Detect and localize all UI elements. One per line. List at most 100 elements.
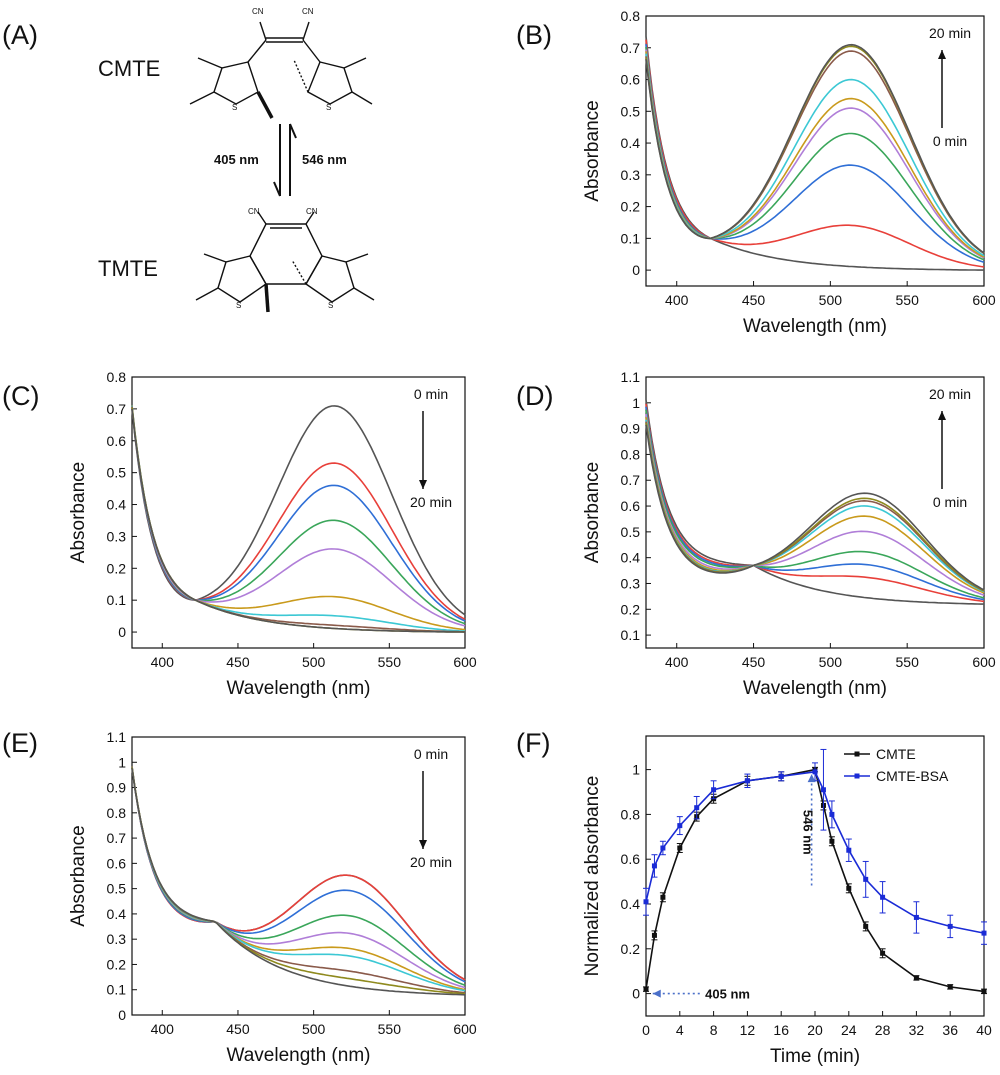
x-tick-label: 4: [676, 1022, 684, 1038]
spectrum-curve-10: [645, 424, 985, 591]
y-tick-label: 0.6: [107, 433, 127, 449]
s-atom-4: S: [328, 301, 333, 310]
data-point: [677, 845, 683, 851]
x-tick-label: 32: [909, 1022, 925, 1038]
x-tick-label: 400: [151, 1021, 175, 1037]
spectrum-curve-10: [131, 408, 466, 633]
y-tick-label: 0.4: [107, 906, 127, 922]
x-axis-label: Wavelength (nm): [227, 1045, 371, 1066]
legend-label: CMTE: [876, 746, 916, 762]
x-axis-label: Wavelength (nm): [743, 678, 887, 699]
y-tick-label: 0.7: [621, 472, 641, 488]
y-tick-label: 0.9: [107, 780, 127, 796]
data-point: [660, 845, 666, 851]
data-point: [643, 899, 649, 905]
cmte-structure: [189, 21, 373, 119]
annotation-546-nm: 546 nm: [801, 810, 816, 855]
spectrum-curve-2: [131, 767, 466, 981]
data-point: [863, 923, 869, 929]
data-point: [880, 894, 886, 900]
spectrum-curve-9: [131, 767, 466, 995]
y-tick-label: 0.6: [107, 855, 127, 871]
data-point: [643, 986, 649, 992]
y-tick-label: 0.5: [107, 881, 127, 897]
data-point: [913, 975, 919, 981]
x-tick-label: 450: [226, 1021, 250, 1037]
time-arrow-head: [419, 840, 427, 849]
y-tick-label: 0.2: [621, 199, 641, 215]
time-arrow-head: [938, 411, 946, 420]
data-point: [660, 894, 666, 900]
data-point: [651, 863, 657, 869]
y-tick-label: 0.7: [621, 40, 641, 56]
s-atom-1: S: [232, 103, 237, 112]
annotation-405-nm: 405 nm: [705, 987, 750, 1002]
x-tick-label: 20: [807, 1022, 823, 1038]
y-tick-label: 0.8: [621, 8, 641, 24]
spectrum-curve-3: [131, 767, 466, 983]
y-tick-label: 0.3: [621, 167, 641, 183]
data-point: [981, 930, 987, 936]
y-tick-label: 0.4: [621, 135, 641, 151]
forward-wavelength: 405 nm: [214, 152, 259, 167]
spectrum-curve-5: [645, 413, 985, 596]
cn-atom-3: CN: [248, 207, 260, 216]
panel-b-chart: (B) 400 450 500 550 600 0 0.1 0.2 0.3 0.4 0.5 0.6 0.…: [516, 8, 996, 337]
x-tick-label: 16: [773, 1022, 789, 1038]
time-arrow-head: [938, 50, 946, 59]
y-tick-label: 0: [632, 262, 640, 278]
y-axis-label: Absorbance: [68, 462, 89, 563]
panel-label-c: (C): [2, 381, 39, 411]
y-tick-label: 0.8: [621, 446, 641, 462]
panel-label-e: (E): [2, 728, 38, 758]
y-tick-label: 0.2: [621, 941, 641, 957]
s-atom-3: S: [236, 301, 241, 310]
y-tick-label: 0.1: [107, 982, 127, 998]
plot-frame-c: [131, 376, 466, 649]
x-tick-label: 500: [302, 1021, 326, 1037]
y-tick-label: 0.5: [621, 524, 641, 540]
equilibrium-arrows: [273, 123, 297, 197]
y-tick-label: 0.1: [107, 592, 127, 608]
x-tick-label: 450: [742, 654, 766, 670]
plot-frame-b: [645, 15, 985, 287]
spectrum-curve-7: [131, 767, 466, 992]
y-tick-label: 0.6: [621, 498, 641, 514]
spectrum-curve-1: [131, 766, 466, 981]
y-tick-label: 0.7: [107, 830, 127, 846]
x-tick-label: 400: [665, 292, 689, 308]
spectrum-curve-3: [131, 407, 466, 622]
y-tick-label: 0.2: [107, 560, 127, 576]
y-tick-label: 1: [632, 395, 640, 411]
y-tick-label: 0.8: [107, 369, 127, 385]
x-tick-label: 36: [942, 1022, 958, 1038]
y-tick-label: 0: [118, 1007, 126, 1023]
spectrum-curve-6: [645, 417, 985, 594]
cn-atom-2: CN: [302, 7, 314, 16]
y-tick-label: 0.7: [107, 401, 127, 417]
x-tick-label: 450: [742, 292, 766, 308]
data-point: [913, 914, 919, 920]
legend-swatch-marker: [854, 751, 860, 757]
s-atom-2: S: [326, 103, 331, 112]
x-tick-label: 600: [972, 292, 996, 308]
y-tick-label: 0.1: [621, 627, 641, 643]
x-axis-label: Wavelength (nm): [743, 316, 887, 337]
spectrum-curve-2: [645, 39, 985, 268]
cmte-label: CMTE: [98, 56, 160, 81]
spectrum-curve-5: [645, 49, 985, 259]
y-tick-label: 0.6: [621, 72, 641, 88]
annotation-bottom: 0 min: [933, 133, 967, 149]
x-tick-label: 500: [819, 292, 843, 308]
annotation-bottom: 20 min: [410, 854, 452, 870]
x-axis-label: Time (min): [770, 1046, 860, 1067]
data-point: [694, 805, 700, 811]
data-point: [829, 838, 835, 844]
plot-frame-e: [131, 736, 466, 1016]
x-tick-label: 600: [453, 654, 477, 670]
spectrum-curve-9: [645, 45, 985, 254]
y-tick-label: 0.4: [621, 896, 641, 912]
data-point: [778, 773, 784, 779]
x-tick-label: 28: [875, 1022, 891, 1038]
